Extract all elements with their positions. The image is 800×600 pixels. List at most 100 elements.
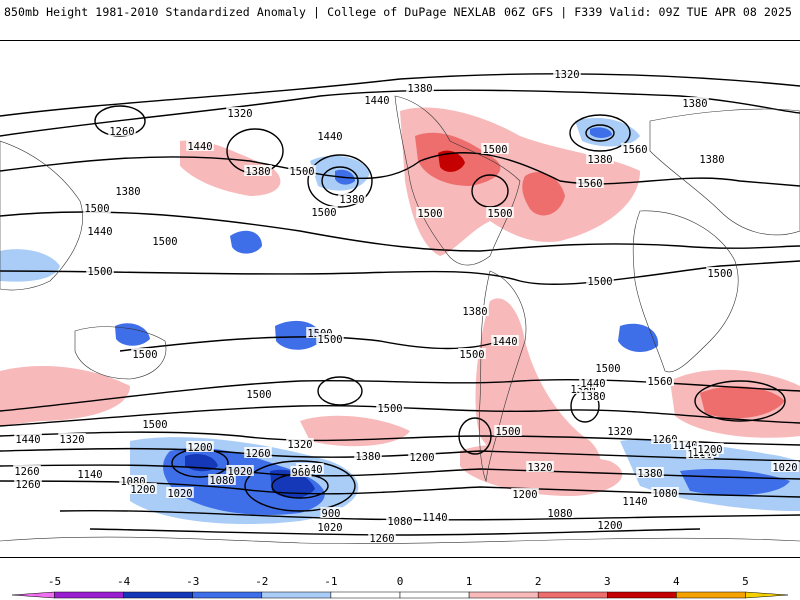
contour-label-bg [416, 207, 444, 218]
contour-label: 1440 [15, 434, 40, 446]
contour-label-bg [166, 487, 194, 498]
contour-label-bg [290, 466, 312, 477]
anomaly-negative-central-pacific [230, 230, 262, 254]
contour-label: 1440 [187, 141, 212, 153]
contour-label-bg [771, 461, 799, 472]
contour-label-bg [606, 425, 634, 436]
contour-label-bg [386, 515, 414, 526]
contour-label: 1260 [245, 448, 270, 460]
contour-label-bg [596, 519, 624, 530]
contour-label: 1500 [132, 349, 157, 361]
colorbar-bin [330, 591, 401, 599]
antarctica-coast [0, 536, 800, 544]
contour-label: 1260 [369, 533, 394, 545]
colorbar-tick-label: 0 [397, 575, 404, 588]
contour-label: 1500 [707, 268, 732, 280]
anomaly-shading [0, 107, 800, 525]
contour-label-bg [586, 275, 614, 286]
contour-label-bg [13, 465, 41, 476]
colorbar-bin [399, 591, 470, 599]
contour-label: 1320 [554, 69, 579, 81]
colorbar-tick-label: -1 [324, 575, 337, 588]
contour-label: 1380 [587, 154, 612, 166]
contour-label: 960 [292, 467, 311, 479]
contour-label: 1260 [109, 126, 134, 138]
contour-label-bg [546, 507, 574, 518]
contour-label-bg [226, 107, 254, 118]
anomaly-strong-indian-ocean [700, 386, 785, 419]
contour-label-bg [458, 348, 486, 359]
contour-label: 1140 [77, 469, 102, 481]
contour-label-bg [486, 207, 514, 218]
contour-label: 1500 [246, 389, 271, 401]
contour-label-bg [245, 388, 273, 399]
contour-label-bg [579, 377, 607, 388]
contour-label: 1380 [339, 194, 364, 206]
contour-label-bg [186, 441, 214, 452]
contour-label-bg [310, 206, 338, 217]
contour-label: 1440 [492, 336, 517, 348]
contour-label-bg [421, 511, 449, 522]
contour-label: 1440 [317, 131, 342, 143]
contour-label: 1320 [227, 108, 252, 120]
contour-label: 1020 [772, 462, 797, 474]
contour-label-bg [114, 185, 142, 196]
contour-line [0, 405, 800, 427]
contour-low-south-atlantic [458, 417, 492, 455]
contour-label: 1200 [409, 452, 434, 464]
colorbar-bin [192, 591, 263, 599]
contour-label: 1020 [227, 466, 252, 478]
contour-label-bg [651, 433, 679, 444]
contour-label-bg [594, 362, 622, 373]
anomaly-positive-south-pacific [0, 366, 130, 426]
contour-label: 1200 [130, 484, 155, 496]
contour-label: 1140 [422, 512, 447, 524]
contour-low-southern-ocean [244, 460, 356, 512]
colorbar: -5 -4 -3 -2 -1 0 1 2 3 4 5 [11, 575, 789, 599]
contour-label: 1380 [682, 98, 707, 110]
anomaly-negative-asia [0, 249, 60, 282]
contour-label-bg [320, 507, 342, 518]
contour-label-bg [288, 165, 316, 176]
contour-label-bg [461, 305, 489, 316]
contour-label: 1500 [311, 207, 336, 219]
contour-label: 1080 [209, 475, 234, 487]
contour-label: 1020 [317, 522, 342, 534]
contour-label-bg [553, 68, 581, 79]
colorbar-bin [537, 591, 608, 599]
map-canvas: 1320138014401260138015001440138014401380… [0, 68, 800, 545]
contour-label: 1320 [287, 439, 312, 451]
contour-label-bg [338, 193, 366, 204]
colorbar-tick-label: 1 [466, 575, 473, 588]
contour-label: 1500 [495, 426, 520, 438]
anomaly-negative-north-atlantic-core [590, 127, 612, 138]
contour-label-bg [316, 130, 344, 141]
contour-high-indian-ocean [694, 380, 786, 422]
contour-label-bg [376, 402, 404, 413]
contour-label-bg [14, 433, 42, 444]
colorbar-bin [123, 591, 193, 599]
contour-label: 1500 [587, 276, 612, 288]
contour-label-bg [621, 495, 649, 506]
contour-label: 1380 [699, 154, 724, 166]
contour-label-bg [244, 447, 272, 458]
contour-label: 1440 [580, 378, 605, 390]
contour-labels: 1320138014401260138015001440138014401380… [13, 68, 799, 545]
contour-low-south-pacific [317, 376, 363, 406]
contour-label-bg [586, 153, 614, 164]
anomaly-negative-southern-indian-ocean-inner [680, 469, 790, 496]
contour-label: 1560 [622, 144, 647, 156]
contour-label: 1200 [187, 442, 212, 454]
contour-label-bg [141, 418, 169, 429]
colorbar-tick-label: 4 [673, 575, 680, 588]
contour-label: 1080 [387, 516, 412, 528]
colorbar-tick-label: -2 [255, 575, 268, 588]
contour-label-bg [671, 439, 699, 450]
map-title: 850mb Height 1981-2010 Standardized Anom… [4, 5, 496, 19]
contour-label: 1500 [84, 203, 109, 215]
contour-label-bg [131, 348, 159, 359]
contour-label-bg [58, 433, 86, 444]
contour-label-bg [368, 532, 396, 543]
contour-label: 1020 [167, 488, 192, 500]
contour-line [0, 464, 800, 480]
